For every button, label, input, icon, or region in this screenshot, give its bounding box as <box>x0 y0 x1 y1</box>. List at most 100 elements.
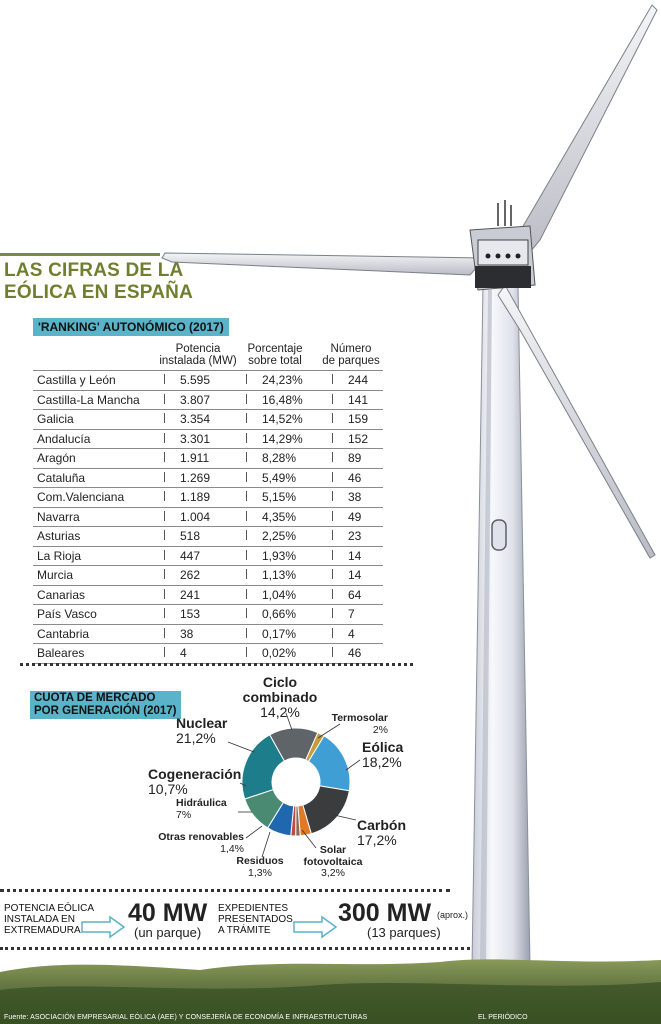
col-header-porcentaje-l2: sobre total <box>248 355 302 367</box>
donut-leader-line <box>301 829 317 849</box>
parques-cell: 49 <box>330 507 383 527</box>
region-name-cell: Castilla y León <box>33 370 162 391</box>
region-name-cell: Cantabria <box>33 624 162 644</box>
table-row: Navarra 1.004 4,35% 49 <box>33 507 383 527</box>
pie-label-solar-name2: fotovoltaica <box>303 855 363 868</box>
extremadura-text: POTENCIA EÓLICA INSTALADA EN EXTREMADURA <box>4 903 94 936</box>
potencia-cell: 38 <box>162 624 244 644</box>
pie-label-nuclear-value: 21,2% <box>176 730 216 746</box>
table-row: Castilla-La Mancha 3.807 16,48% 141 <box>33 390 383 410</box>
source-footer: Fuente: ASOCIACIÓN EMPRESARIAL EÓLICA (A… <box>4 1014 368 1021</box>
porcentaje-cell: 24,23% <box>244 370 330 391</box>
porcentaje-cell: 2,25% <box>244 526 330 547</box>
porcentaje-cell: 5,49% <box>244 468 330 488</box>
pie-label-carbon-value: 17,2% <box>357 832 397 848</box>
title-line-2: EÓLICA EN ESPAÑA <box>4 282 193 303</box>
porcentaje-cell: 8,28% <box>244 448 330 469</box>
pie-label-ciclo: Ciclo combinado 14,2% <box>240 675 320 720</box>
potencia-cell: 3.301 <box>162 429 244 449</box>
pie-label-solar-name: Solar <box>319 844 347 856</box>
donut-leader-line <box>245 825 263 839</box>
porcentaje-cell: 1,04% <box>244 585 330 605</box>
pie-label-eolica-name: Eólica <box>362 739 404 755</box>
expedientes-text: EXPEDIENTES PRESENTADOS A TRÁMITE <box>218 903 293 936</box>
cuota-label-l2: POR GENERACIÓN (2017) <box>34 705 177 717</box>
pie-label-residuos: Residuos 1,3% <box>232 855 288 879</box>
donut-slice-nuclear <box>241 734 285 800</box>
donut-leader-line <box>285 712 293 731</box>
parques-cell: 141 <box>330 390 383 410</box>
potencia-cell: 447 <box>162 546 244 566</box>
pie-label-eolica-value: 18,2% <box>362 754 402 770</box>
porcentaje-cell: 0,02% <box>244 643 330 664</box>
porcentaje-cell: 5,15% <box>244 487 330 508</box>
region-name-cell: Cataluña <box>33 468 162 488</box>
pie-label-otras-value: 1,4% <box>220 842 244 855</box>
donut-leader-line <box>261 831 271 858</box>
pie-label-termosolar-name: Termosolar <box>331 712 388 724</box>
credit-footer: EL PERIÓDICO <box>478 1014 528 1021</box>
expedientes-sub: (13 parques) <box>367 925 441 940</box>
blade-left <box>161 252 487 276</box>
extremadura-value: 40 MW <box>128 899 208 927</box>
table-row: Cataluña 1.269 5,49% 46 <box>33 468 383 488</box>
porcentaje-cell: 0,66% <box>244 604 330 625</box>
divider-dotted-3 <box>0 947 470 950</box>
col-header-parques-l1: Número <box>330 343 372 355</box>
region-name-cell: Castilla-La Mancha <box>33 390 162 410</box>
potencia-cell: 518 <box>162 526 244 547</box>
pie-label-termosolar-value: 2% <box>372 723 388 736</box>
divider-dotted-2 <box>0 889 450 892</box>
pie-label-cogeneracion-value: 10,7% <box>148 781 188 797</box>
parques-cell: 14 <box>330 546 383 566</box>
expedientes-text-l1: EXPEDIENTES <box>218 903 289 914</box>
pie-label-cogeneracion-name: Cogeneración <box>148 766 242 782</box>
region-name-cell: Murcia <box>33 565 162 586</box>
region-name-cell: La Rioja <box>33 546 162 566</box>
parques-cell: 244 <box>330 370 383 391</box>
region-name-cell: Galicia <box>33 409 162 430</box>
potencia-cell: 4 <box>162 643 244 664</box>
pie-label-residuos-name: Residuos <box>236 855 284 867</box>
table-row: Castilla y León 5.595 24,23% 244 <box>33 370 383 391</box>
table-row: Murcia 262 1,13% 14 <box>33 565 383 586</box>
expedientes-text-l3: A TRÁMITE <box>218 925 271 936</box>
pie-label-hidraulica: Hidráulica 7% <box>176 797 240 821</box>
region-name-cell: Baleares <box>33 643 162 664</box>
pie-label-eolica: Eólica 18,2% <box>362 740 422 770</box>
pie-label-otras-name: Otras renovables <box>158 831 244 843</box>
page-title: LAS CIFRAS DE LA EÓLICA EN ESPAÑA <box>4 260 193 304</box>
parques-cell: 46 <box>330 643 383 664</box>
col-header-porcentaje-l1: Porcentaje <box>247 343 303 355</box>
porcentaje-cell: 16,48% <box>244 390 330 410</box>
extremadura-sub: (un parque) <box>134 925 202 940</box>
title-rule <box>0 253 160 256</box>
donut-leader-line <box>333 814 357 821</box>
parques-cell: 7 <box>330 604 383 625</box>
potencia-cell: 3.354 <box>162 409 244 430</box>
col-header-potencia-l2: instalada (MW) <box>159 355 237 367</box>
title-line-1: LAS CIFRAS DE LA <box>4 260 184 281</box>
pie-label-solar: Solar fotovoltaica 3,2% <box>300 844 366 880</box>
blade-down <box>497 284 656 559</box>
parques-cell: 14 <box>330 565 383 586</box>
region-name-cell: Andalucía <box>33 429 162 449</box>
cuota-label: CUOTA DE MERCADO POR GENERACIÓN (2017) <box>30 691 181 719</box>
expedientes-value: 300 MW <box>338 899 432 927</box>
potencia-cell: 3.807 <box>162 390 244 410</box>
porcentaje-cell: 14,52% <box>244 409 330 430</box>
col-header-parques-l2: de parques <box>322 355 380 367</box>
parques-cell: 46 <box>330 468 383 488</box>
parques-cell: 38 <box>330 487 383 508</box>
region-name-cell: Asturias <box>33 526 162 547</box>
potencia-cell: 262 <box>162 565 244 586</box>
extremadura-text-l3: EXTREMADURA <box>4 925 81 936</box>
donut-leader-line <box>227 741 255 753</box>
potencia-cell: 153 <box>162 604 244 625</box>
parques-cell: 159 <box>330 409 383 430</box>
table-row: País Vasco 153 0,66% 7 <box>33 604 383 625</box>
donut-slice-carb-n <box>302 785 350 835</box>
porcentaje-cell: 0,17% <box>244 624 330 644</box>
arrow-right-icon <box>81 915 126 939</box>
